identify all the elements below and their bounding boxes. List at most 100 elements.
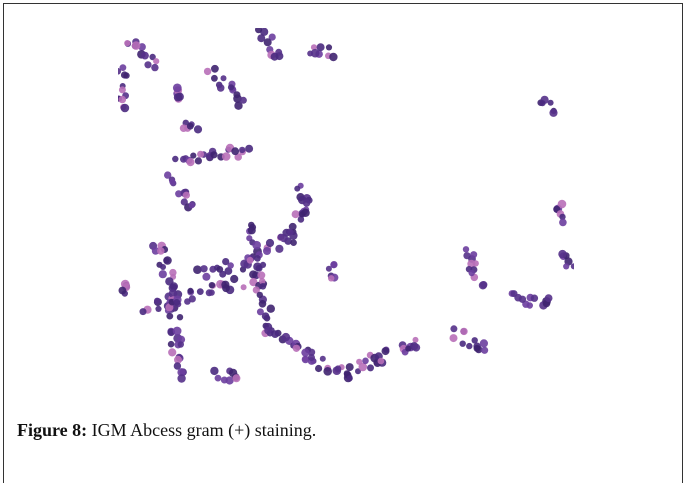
coccus [302,199,311,207]
coccus [479,339,488,348]
coccus [570,263,574,270]
coccus [301,355,310,364]
coccus [118,68,122,75]
coccus [232,374,241,383]
coccus [291,210,300,219]
coccus [182,191,190,199]
coccus [211,64,219,73]
coccus [328,275,335,282]
coccus [202,272,211,281]
coccus [193,265,202,274]
coccus [530,294,539,302]
coccus [345,363,354,372]
coccus [220,75,227,82]
coccus [412,336,419,343]
coccus [222,284,230,293]
coccus [263,38,272,47]
coccus [287,229,294,236]
coccus [249,270,258,279]
coccus [139,308,147,316]
coccus [173,362,182,370]
coccus [225,376,234,385]
coccus [246,256,254,264]
coccus [227,262,234,269]
coccus [141,51,149,60]
coccus [120,71,129,79]
coccus [377,357,385,365]
coccus [460,327,468,336]
coccus [310,48,320,58]
coccus [203,67,212,76]
coccus [168,348,177,357]
coccus [177,368,186,377]
coccus [144,61,152,69]
coccus [240,284,247,291]
coccus [173,299,181,306]
coccus [544,294,553,302]
coccus [172,83,182,93]
coccus [259,261,267,268]
coccus [234,101,243,110]
coccus [247,226,256,235]
coccus [259,283,267,290]
coccus [194,157,202,165]
coccus [180,198,188,206]
coccus [149,53,156,61]
coccus [233,91,241,99]
coccus [179,124,188,132]
coccus [254,255,261,262]
coccus [292,344,301,352]
coccus [266,304,275,313]
coccus [197,150,205,158]
coccus [239,146,246,154]
coccus [381,347,390,356]
coccus [549,108,558,117]
coccus [120,279,130,289]
coccus [547,99,554,106]
caption-text: IGM Abcess gram (+) staining. [91,420,317,440]
coccus [526,302,533,309]
coccus [559,213,566,221]
coccus [263,247,271,255]
coccus [268,33,276,41]
coccus [151,63,159,72]
coccus [196,288,204,295]
coccus [412,343,421,352]
coccus [277,233,285,241]
coccus [355,368,361,375]
coccus [124,40,131,47]
coccus [334,365,342,373]
coccus [288,222,297,231]
coccus [270,52,279,61]
coccus [290,239,297,246]
coccus [346,375,353,382]
coccus [329,52,338,62]
coccus [315,364,323,373]
coccus [252,286,260,294]
coccus [208,289,215,296]
coccus [151,247,160,255]
coccus [187,287,194,294]
coccus [158,270,167,279]
coccus [323,367,332,376]
coccus [214,374,222,382]
coccus [475,345,483,354]
coccus [253,262,262,271]
coccus [227,84,235,91]
coccus [480,281,488,289]
coccus [166,312,174,320]
coccus [222,258,230,266]
coccus [325,44,333,51]
coccus [472,260,479,267]
coccus [177,374,186,383]
coccus [118,86,126,94]
coccus [188,202,195,209]
coccus [119,64,127,71]
coccus [449,334,458,343]
coccus [450,325,458,333]
coccus [362,357,369,365]
coccus [297,216,305,223]
coccus [330,261,338,269]
coccus [275,244,284,253]
coccus [405,345,412,352]
